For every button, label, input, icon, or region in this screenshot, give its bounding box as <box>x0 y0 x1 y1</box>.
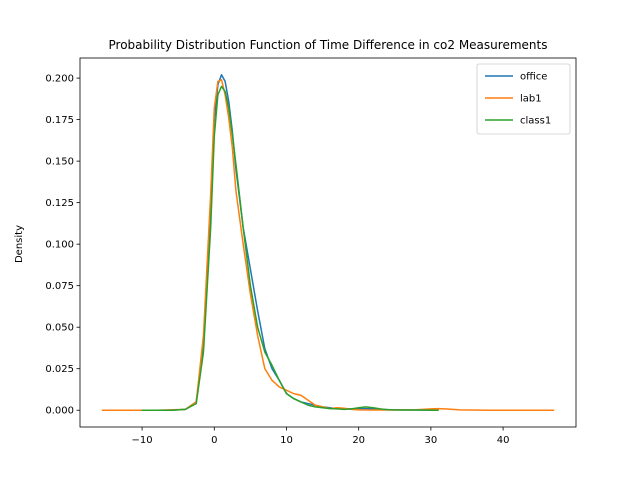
y-axis-label-group: Density <box>14 225 25 263</box>
x-tick-label: 40 <box>497 435 510 446</box>
y-tick-label: 0.000 <box>45 406 74 417</box>
legend-label-class1: class1 <box>520 116 551 127</box>
x-tick-label: 30 <box>425 435 438 446</box>
y-tick-label: 0.125 <box>45 198 74 209</box>
legend-label-lab1: lab1 <box>520 94 542 105</box>
legend: office lab1 class1 <box>476 63 571 135</box>
y-tick-label: 0.175 <box>45 115 74 126</box>
y-axis-label: Density <box>14 225 25 263</box>
y-tick-label: 0.075 <box>45 281 74 292</box>
legend-box <box>476 63 571 135</box>
y-tick-label: 0.100 <box>45 240 74 251</box>
x-tick-label: 20 <box>352 435 365 446</box>
legend-label-office: office <box>520 72 547 83</box>
x-tick-label: −10 <box>132 435 153 446</box>
x-tick-label: 10 <box>280 435 293 446</box>
y-tick-label: 0.150 <box>45 157 74 168</box>
series-line-class1 <box>141 85 439 411</box>
x-tick-label: 0 <box>211 435 217 446</box>
y-tick-label: 0.025 <box>45 364 74 375</box>
plot-area: −10 0 10 20 30 40 0.000 0.025 0.050 0.075 0.100 0.1… <box>45 57 577 446</box>
y-tick-label: 0.200 <box>45 74 74 85</box>
axes-frame <box>79 57 577 428</box>
chart-title: Probability Distribution Function of Tim… <box>109 38 548 52</box>
y-tick-label: 0.050 <box>45 323 74 334</box>
